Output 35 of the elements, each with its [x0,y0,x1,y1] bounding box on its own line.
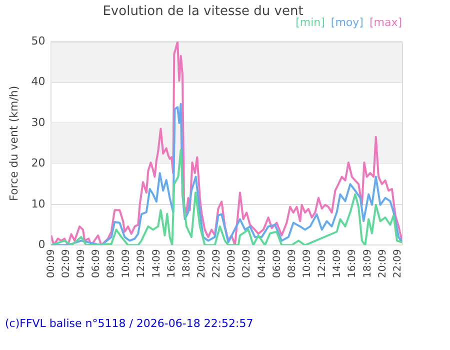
y-tick-label: 40 [31,75,46,88]
x-tick-label: 00:09 [46,249,57,278]
x-tick-label: 06:09 [91,249,102,278]
x-tick-label: 20:09 [377,249,388,278]
text: [moy] [330,16,364,29]
text: [min] [296,16,325,29]
x-tick-label: 06:09 [272,249,283,278]
y-tick-label: 0 [38,238,46,252]
x-tick-label: 02:09 [242,249,253,278]
x-tick-label: 18:09 [181,249,192,278]
text: (c)FFVL balise n°5118 / 2026-06-18 22:52:57 [5,316,254,330]
x-tick-label: 04:09 [256,249,268,278]
x-tick-label: 04:09 [76,249,87,278]
x-tick-label: 00:09 [226,249,238,278]
x-tick-label: 14:09 [332,249,344,278]
x-tick-label: 16:09 [166,249,178,278]
x-tick-label: 14:09 [151,249,162,278]
x-tick-label: 02:09 [60,249,72,278]
x-tick-label: 12:09 [317,249,328,278]
y-tick-label: 30 [31,116,46,129]
x-tick-label: 08:09 [286,249,298,278]
x-tick-label: 10:09 [121,249,132,278]
y-tick-label: 20 [31,156,46,170]
x-tick-label: 22:09 [212,249,223,278]
y-tick-label: 50 [31,34,46,48]
y-tick-label: 10 [31,197,46,210]
x-tick-label: 22:09 [392,249,404,278]
text: [max] [369,16,402,29]
x-tick-label: 10:09 [302,249,314,278]
x-tick-label: 18:09 [362,249,374,278]
x-tick-label: 20:09 [196,249,208,278]
x-tick-label: 12:09 [136,249,148,278]
x-tick-label: 08:09 [106,249,118,278]
y-axis-title: Force du vent (km/h) [7,86,20,201]
x-tick-label: 16:09 [347,249,358,278]
